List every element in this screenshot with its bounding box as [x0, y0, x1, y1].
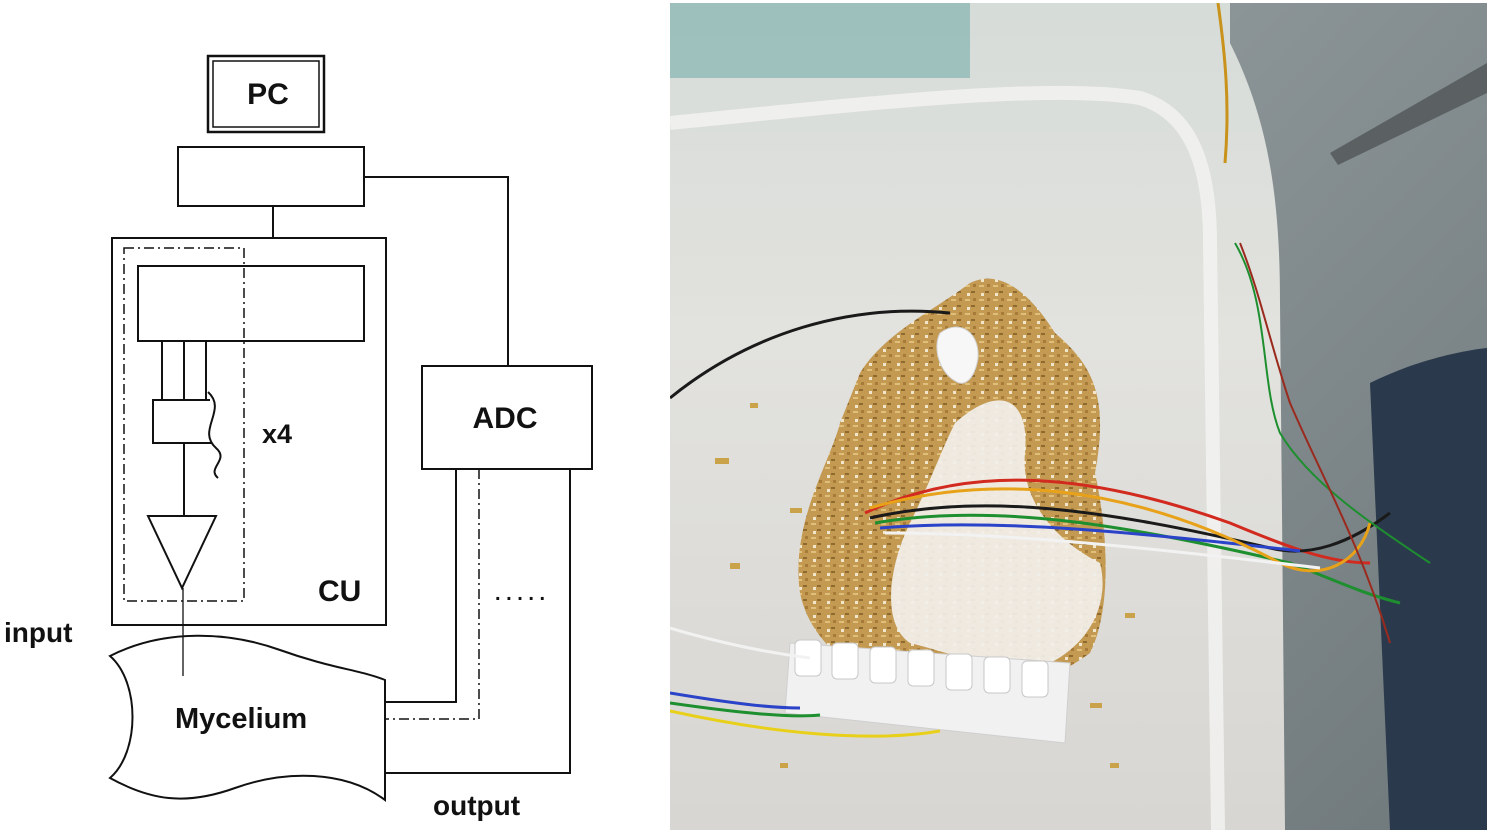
input-label: input	[4, 617, 72, 648]
pc-box-outer	[206, 54, 326, 134]
generator-box	[137, 265, 365, 342]
chair-leg	[1330, 63, 1487, 165]
channel-dashdot-region	[123, 247, 245, 602]
relay-box	[152, 399, 212, 444]
multiplier-label: x4	[262, 419, 292, 449]
interface-to-adc-line	[364, 176, 509, 366]
cu-box	[111, 237, 387, 626]
adc-label: ADC	[473, 402, 538, 435]
mycelium-setup-photo	[670, 3, 1487, 830]
electrode-cap	[936, 326, 979, 384]
interface-box	[177, 146, 365, 207]
adc-channel-line-2	[386, 469, 480, 720]
teal-band	[670, 3, 970, 78]
adc-channel-line-1	[386, 469, 457, 703]
dark-fabric	[1370, 348, 1487, 830]
mycelium-shape	[108, 634, 386, 802]
wires	[670, 3, 1431, 738]
output-label: output	[433, 790, 520, 821]
cu-label: CU	[318, 575, 361, 608]
schematic-diagram: PC ADC x4 CU input Mycelium output . . .…	[0, 0, 660, 832]
amplifier-triangle	[146, 515, 218, 591]
pc-box-inner	[212, 60, 320, 128]
adc-channel-line-n	[386, 469, 571, 774]
pc-label: PC	[247, 78, 289, 111]
photo-illustration	[670, 3, 1487, 830]
schematic-svg: PC ADC x4 CU input Mycelium output . . .…	[4, 54, 593, 821]
ellipsis-label: . . . . .	[495, 583, 545, 605]
container-rim	[670, 85, 1225, 830]
mycelium-label: Mycelium	[175, 703, 307, 735]
adc-box	[421, 365, 593, 470]
white-mycelium	[891, 400, 1103, 666]
break-squiggle	[207, 391, 222, 479]
